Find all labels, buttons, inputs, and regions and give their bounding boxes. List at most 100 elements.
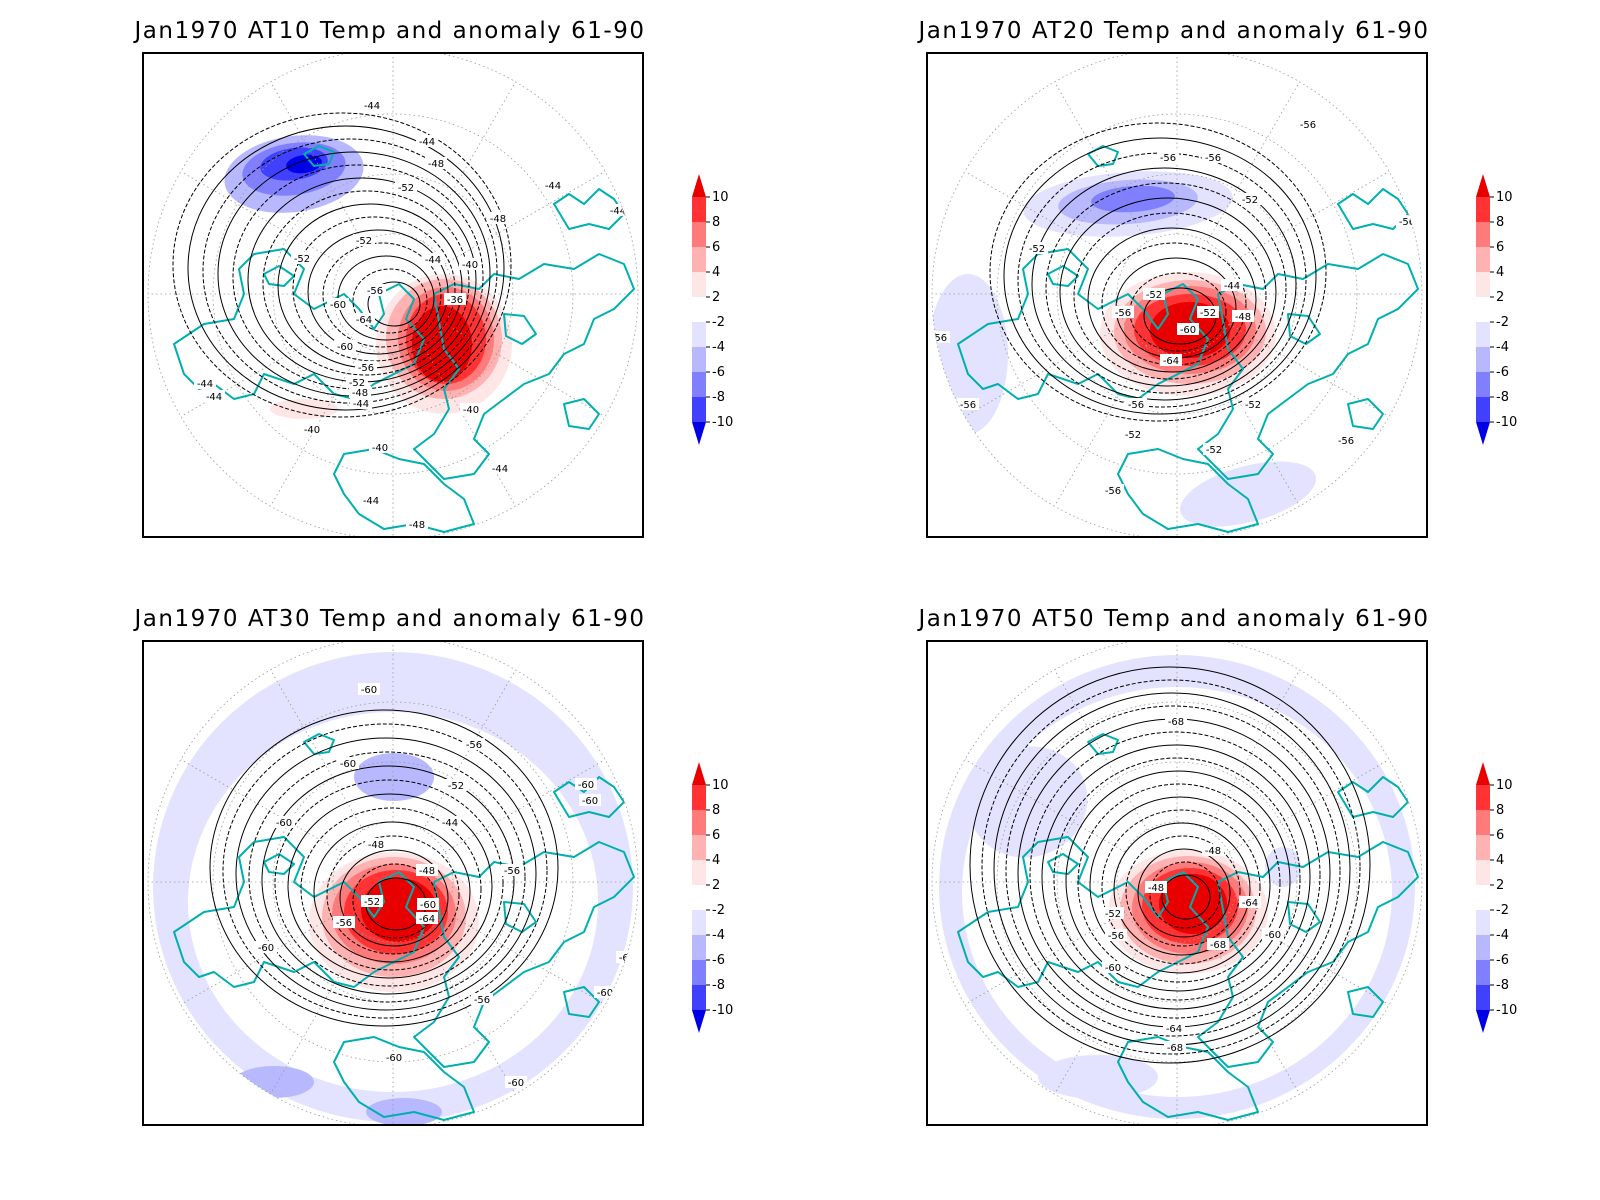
contour-label-text: -52	[349, 378, 365, 389]
map-content: -68 -48 -48 -52 -56 -64 -68 -60 -60 -64 -68	[932, 642, 1422, 1124]
contour-label: -56	[463, 738, 485, 751]
contour-label: -36	[444, 293, 466, 306]
contour-label-bg	[1125, 398, 1147, 410]
meridian-line	[1228, 171, 1390, 265]
colorbar-tick-label: -6	[712, 953, 725, 968]
contour-label-text: -56	[336, 918, 352, 929]
colorbar-tick-label: -6	[1496, 365, 1509, 380]
contour-label-text: -40	[463, 405, 479, 416]
contour-label: -60	[1262, 928, 1284, 941]
contour-label-bg	[633, 1026, 638, 1038]
contour-label-text: -44	[442, 818, 458, 829]
contour-label-text: -52	[1200, 308, 1216, 319]
temperature-contour	[1031, 167, 1297, 401]
coastline	[563, 986, 600, 1018]
contour-label-text: -56	[1105, 486, 1121, 497]
contour-label: -56	[1297, 118, 1319, 131]
temperature-contour	[307, 229, 449, 355]
contour-label: -64	[1163, 1022, 1185, 1035]
temperature-contour	[172, 112, 512, 418]
contour-label-bg	[365, 838, 387, 850]
contour-label-text: -56	[1115, 308, 1131, 319]
contour-label-text: -44	[545, 181, 561, 192]
contour-label-text: -56	[367, 286, 383, 297]
colorbar-swatch	[1476, 960, 1490, 985]
anomaly-shading	[1159, 874, 1227, 934]
contour-label-bg	[505, 1076, 527, 1088]
contour-label: -60	[635, 816, 642, 829]
contour-label: -48	[349, 386, 371, 399]
colorbar-tick-label: 6	[1496, 828, 1504, 843]
colorbar-swatch	[692, 247, 706, 272]
colorbar-tick-label: 10	[1496, 778, 1513, 793]
contour-label: -60	[273, 816, 295, 829]
colorbar-swatch	[1476, 885, 1490, 910]
colorbar-tick-label: 4	[1496, 265, 1504, 280]
contour-label: -44	[439, 816, 461, 829]
map-content: -60 -60 -60 -56 -52 -60 -60 -60 -44 -48 -48 -56 -52 -…	[148, 642, 642, 1124]
colorbar-swatch	[692, 785, 706, 810]
contour-label-text: -52	[1206, 445, 1222, 456]
contour-label: -44	[489, 462, 511, 475]
contour-label: -64	[1160, 354, 1182, 367]
temperature-contour	[274, 779, 504, 987]
colorbar-tick-label: -2	[1496, 315, 1509, 330]
contour-label: -56	[1102, 484, 1124, 497]
contour-label-text: -36	[447, 295, 463, 306]
coastline	[173, 248, 425, 400]
contour-label-text: -44	[425, 255, 441, 266]
contour-label: -56	[1396, 215, 1418, 228]
temperature-contour	[352, 268, 428, 334]
colorbar-swatch	[692, 322, 706, 347]
coastline	[1287, 901, 1321, 933]
contour-label-bg	[1102, 961, 1124, 973]
meridian-line	[964, 323, 1126, 417]
colorbar-swatch	[692, 372, 706, 397]
contour-label: -64	[1239, 896, 1261, 909]
colorbar-swatch	[692, 960, 706, 985]
contour-label-bg	[355, 361, 377, 373]
contour-label-text: -64	[419, 914, 435, 925]
coastline	[413, 253, 635, 480]
contour-label: -60	[505, 1076, 527, 1089]
contour-label: -48	[416, 864, 438, 877]
contour-label-bg	[1177, 323, 1199, 335]
contour-label-bg	[422, 253, 444, 265]
contour-label-text: -68	[1210, 940, 1226, 951]
contour-label-text: -52	[364, 897, 380, 908]
meridian-line	[1054, 345, 1148, 507]
colorbar-swatch	[692, 347, 706, 372]
contour-label-bg	[1157, 151, 1179, 163]
contour-label-text: -56	[466, 740, 482, 751]
temperature-contour	[287, 793, 493, 979]
anomaly-shading	[1179, 461, 1317, 527]
panel-title: Jan1970 AT10 Temp and anomaly 61-90	[134, 18, 646, 44]
contour-label-bg	[383, 1051, 405, 1063]
colorbar-tick-label: -2	[712, 315, 725, 330]
contour-label-text: -48	[368, 840, 384, 851]
colorbar-swatch	[1476, 347, 1490, 372]
colorbar-swatch	[692, 397, 706, 422]
colorbar-arrow-top	[1476, 174, 1490, 197]
meridian-line	[180, 759, 342, 853]
colorbar-arrow-bottom	[1476, 1010, 1490, 1033]
contour-label-text: -40	[462, 260, 478, 271]
contour-label-bg	[575, 778, 597, 790]
colorbar-swatch	[1476, 810, 1490, 835]
colorbar-canvas: 10 8 6 4 2 -2 -4 -6 -8 -10	[1476, 762, 1517, 1033]
contour-label-bg	[416, 864, 438, 876]
contour-label-bg	[1160, 354, 1182, 366]
anomaly-shading	[366, 1098, 442, 1124]
contour-label-bg	[361, 895, 383, 907]
contour-label-text: -44	[610, 206, 626, 217]
contour-label-text: -44	[1224, 281, 1240, 292]
contour-label: -52	[346, 376, 368, 389]
colorbar-arrow-bottom	[1476, 422, 1490, 445]
colorbar-canvas: 10 8 6 4 2 -2 -4 -6 -8 -10	[1476, 174, 1517, 445]
meridian-line	[180, 171, 342, 265]
colorbar-swatch	[1476, 860, 1490, 885]
coastline	[1347, 986, 1384, 1018]
contour-label: -52	[1239, 193, 1261, 206]
contour-label-text: -60	[638, 818, 642, 829]
contour-label: -52	[1102, 907, 1124, 920]
